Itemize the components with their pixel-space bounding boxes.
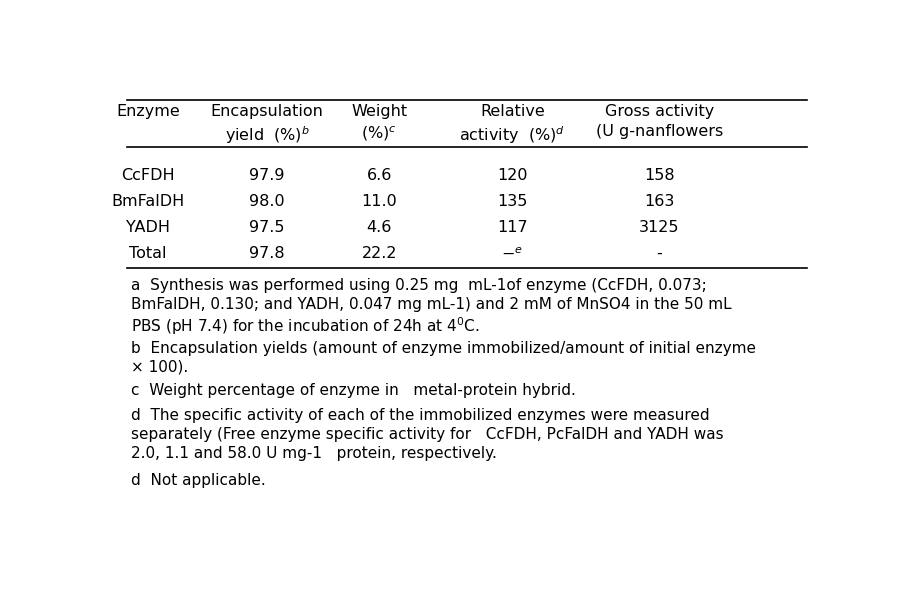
Text: 22.2: 22.2 xyxy=(361,246,396,261)
Text: $-^e$: $-^e$ xyxy=(501,246,523,261)
Text: d  Not applicable.: d Not applicable. xyxy=(130,473,265,488)
Text: a  Synthesis was performed using 0.25 mg  mL-1of enzyme (CcFDH, 0.073;: a Synthesis was performed using 0.25 mg … xyxy=(130,278,705,293)
Text: separately (Free enzyme specific activity for   CcFDH, PcFalDH and YADH was: separately (Free enzyme specific activit… xyxy=(130,427,722,442)
Text: BmFalDH: BmFalDH xyxy=(111,194,184,209)
Text: d  The specific activity of each of the immobilized enzymes were measured: d The specific activity of each of the i… xyxy=(130,408,708,424)
Text: 163: 163 xyxy=(644,194,674,209)
Text: (%)$^c$: (%)$^c$ xyxy=(361,124,396,143)
Text: 98.0: 98.0 xyxy=(249,194,284,209)
Text: PBS (pH 7.4) for the incubation of 24h at 4$^0$C.: PBS (pH 7.4) for the incubation of 24h a… xyxy=(130,316,479,338)
Text: BmFalDH, 0.130; and YADH, 0.047 mg mL-1) and 2 mM of MnSO4 in the 50 mL: BmFalDH, 0.130; and YADH, 0.047 mg mL-1)… xyxy=(130,297,731,312)
Text: Enzyme: Enzyme xyxy=(116,104,180,119)
Text: Relative: Relative xyxy=(479,104,545,119)
Text: 4.6: 4.6 xyxy=(366,220,392,235)
Text: yield  (%)$^b$: yield (%)$^b$ xyxy=(225,124,309,146)
Text: Gross activity: Gross activity xyxy=(604,104,713,119)
Text: c  Weight percentage of enzyme in   metal-protein hybrid.: c Weight percentage of enzyme in metal-p… xyxy=(130,383,574,398)
Text: × 100).: × 100). xyxy=(130,360,188,375)
Text: 158: 158 xyxy=(644,168,674,183)
Text: 97.8: 97.8 xyxy=(249,246,284,261)
Text: (U g-nanflowers: (U g-nanflowers xyxy=(595,124,722,139)
Text: 117: 117 xyxy=(497,220,527,235)
Text: -: - xyxy=(656,246,662,261)
Text: YADH: YADH xyxy=(126,220,170,235)
Text: 120: 120 xyxy=(497,168,527,183)
Text: Weight: Weight xyxy=(350,104,407,119)
Text: 135: 135 xyxy=(497,194,527,209)
Text: 3125: 3125 xyxy=(638,220,679,235)
Text: Total: Total xyxy=(129,246,166,261)
Text: b  Encapsulation yields (amount of enzyme immobilized/amount of initial enzyme: b Encapsulation yields (amount of enzyme… xyxy=(130,341,755,356)
Text: 2.0, 1.1 and 58.0 U mg-1   protein, respectively.: 2.0, 1.1 and 58.0 U mg-1 protein, respec… xyxy=(130,446,496,461)
Text: 97.9: 97.9 xyxy=(249,168,284,183)
Text: CcFDH: CcFDH xyxy=(121,168,174,183)
Text: 11.0: 11.0 xyxy=(361,194,396,209)
Text: activity  (%)$^d$: activity (%)$^d$ xyxy=(459,124,564,146)
Text: 97.5: 97.5 xyxy=(249,220,284,235)
Text: Encapsulation: Encapsulation xyxy=(210,104,323,119)
Text: 6.6: 6.6 xyxy=(366,168,392,183)
